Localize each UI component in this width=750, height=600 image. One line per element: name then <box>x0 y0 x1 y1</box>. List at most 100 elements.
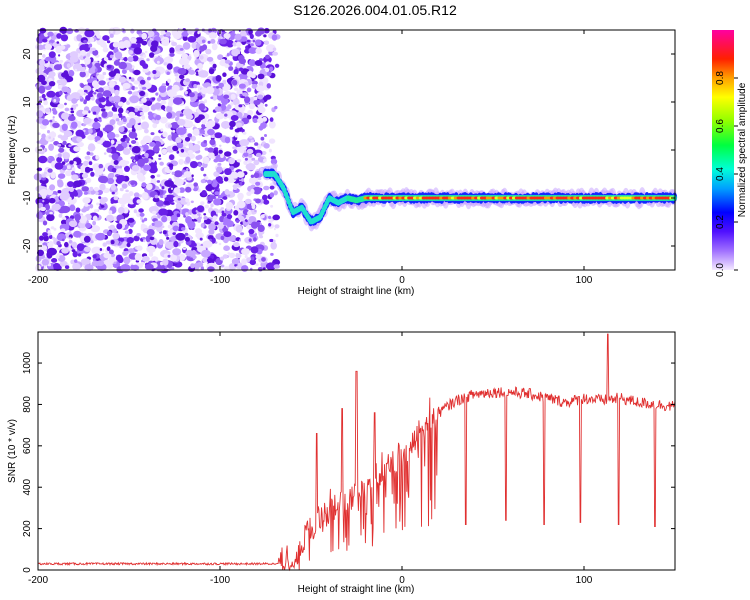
noise-speck <box>110 200 115 204</box>
snr-y-tick-label: 400 <box>22 478 33 495</box>
noise-speck <box>250 139 254 143</box>
noise-speck <box>48 234 53 239</box>
noise-speck <box>246 87 252 93</box>
noise-speck <box>106 177 115 185</box>
colorbar-tick-label: 0.2 <box>715 215 726 229</box>
noise-speck <box>48 240 54 248</box>
noise-speck <box>43 171 48 175</box>
noise-speck <box>59 45 66 50</box>
noise-speck <box>185 198 190 203</box>
noise-speck <box>87 90 95 98</box>
noise-speck <box>255 254 262 260</box>
noise-speck <box>235 225 243 233</box>
snr-panel: -200 -100 0 100 0 200 400 600 800 1000 Height of… <box>7 331 676 595</box>
noise-speck <box>215 112 225 120</box>
noise-speck <box>68 220 78 227</box>
noise-speck <box>257 177 262 181</box>
noise-speck <box>223 218 231 224</box>
noise-speck <box>51 108 57 112</box>
noise-speck <box>49 184 56 191</box>
noise-speck <box>46 214 55 222</box>
noise-speck <box>79 215 88 224</box>
noise-speck <box>115 145 124 152</box>
noise-speck <box>218 242 222 246</box>
noise-speck <box>128 50 134 55</box>
noise-speck <box>130 181 135 186</box>
noise-speck <box>268 138 276 144</box>
noise-speck <box>254 39 262 46</box>
noise-speck <box>228 66 234 71</box>
noise-speck <box>141 121 149 130</box>
spectrogram-y-tick-label: 0 <box>22 147 33 153</box>
noise-speck <box>161 148 168 155</box>
noise-speck <box>181 227 186 231</box>
noise-speck <box>272 214 281 221</box>
noise-speck <box>90 105 101 114</box>
noise-speck <box>58 147 65 153</box>
noise-speck <box>200 201 205 206</box>
noise-speck <box>170 202 175 205</box>
noise-speck <box>86 52 91 57</box>
noise-speck <box>106 246 111 251</box>
noise-speck <box>84 203 89 207</box>
snr-y-tick-label: 800 <box>22 396 33 413</box>
noise-speck <box>178 187 185 193</box>
noise-speck <box>172 129 176 133</box>
noise-speck <box>53 99 57 103</box>
noise-speck <box>57 255 66 262</box>
noise-speck <box>172 248 182 256</box>
noise-speck <box>205 48 212 55</box>
noise-speck <box>110 184 117 191</box>
noise-speck <box>265 54 270 59</box>
noise-speck <box>58 113 62 117</box>
noise-speck <box>269 192 275 198</box>
noise-speck <box>197 154 203 160</box>
noise-speck <box>178 57 190 66</box>
noise-speck <box>130 37 137 44</box>
noise-speck <box>179 48 184 51</box>
noise-speck <box>51 203 61 211</box>
noise-speck <box>164 265 168 269</box>
noise-speck <box>234 128 241 133</box>
noise-speck <box>156 200 164 207</box>
snr-x-tick-label: 100 <box>576 575 593 586</box>
noise-speck <box>268 215 272 219</box>
noise-speck <box>60 228 66 232</box>
noise-speck <box>75 129 85 138</box>
noise-speck <box>188 69 196 75</box>
noise-speck <box>179 113 184 117</box>
noise-speck <box>252 186 262 195</box>
noise-speck <box>207 266 215 272</box>
noise-speck <box>253 99 261 106</box>
noise-speck <box>228 32 236 41</box>
noise-speck <box>210 203 214 208</box>
noise-speck <box>96 74 105 81</box>
noise-speck <box>241 178 245 182</box>
noise-speck <box>71 241 78 248</box>
noise-speck <box>187 221 196 229</box>
noise-speck <box>112 41 120 48</box>
noise-speck <box>206 56 214 62</box>
noise-speck <box>116 168 124 175</box>
noise-speck <box>76 141 85 148</box>
noise-speck <box>257 106 266 114</box>
noise-speck <box>212 94 218 101</box>
noise-speck <box>73 230 82 238</box>
noise-speck <box>208 223 216 231</box>
snr-x-tick-label: 0 <box>399 575 405 586</box>
noise-speck <box>102 249 105 252</box>
noise-speck <box>255 47 262 55</box>
noise-speck <box>204 204 210 209</box>
noise-speck <box>83 89 88 93</box>
noise-speck <box>43 100 48 106</box>
colorbar-tick-label: 0.4 <box>715 167 726 181</box>
spectrogram-x-ticks: -200 -100 0 100 <box>28 30 593 286</box>
noise-speck <box>193 49 200 58</box>
noise-speck <box>93 30 100 36</box>
spectrogram-x-tick-label: 100 <box>576 275 593 286</box>
noise-speck <box>270 158 278 165</box>
noise-speck <box>117 113 123 118</box>
noise-speck <box>108 249 114 255</box>
noise-speck <box>87 135 94 141</box>
noise-speck <box>236 171 245 178</box>
